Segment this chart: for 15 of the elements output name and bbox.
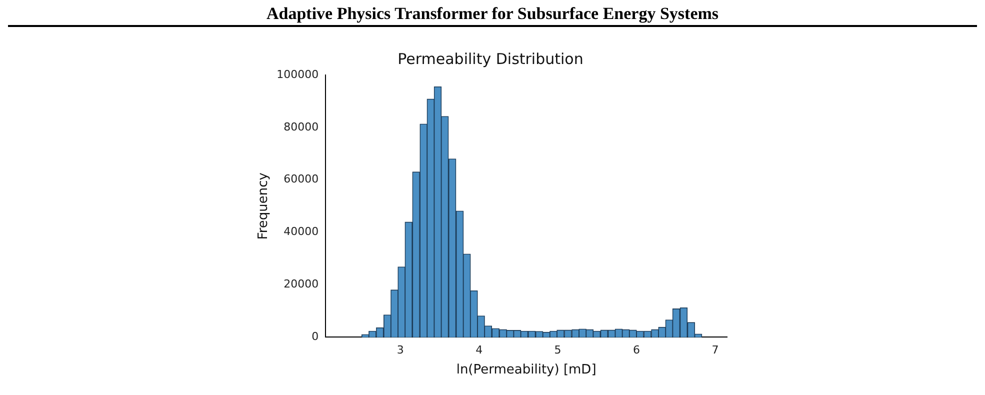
chart-subtitle: Permeability Distribution — [398, 50, 584, 68]
y-tick-label: 100000 — [276, 68, 319, 81]
x-tick-label: 5 — [554, 344, 562, 357]
x-tick-label: 4 — [476, 344, 483, 357]
y-tick-label: 20000 — [284, 278, 319, 291]
x-axis-title: ln(Permeability) [mD] — [456, 362, 596, 378]
y-tick-label: 60000 — [284, 172, 319, 186]
chart-title: Adaptive Physics Transformer for Subsurface Energy Systems — [8, 4, 977, 27]
y-tick-label: 0 — [312, 330, 319, 344]
x-tick-label: 6 — [632, 344, 640, 357]
y-axis-title: Frequency — [256, 172, 272, 240]
x-tick-label: 7 — [712, 344, 719, 357]
y-tick-label: 80000 — [284, 120, 319, 134]
x-tick-label: 3 — [396, 344, 404, 357]
y-tick-label: 40000 — [284, 225, 319, 238]
